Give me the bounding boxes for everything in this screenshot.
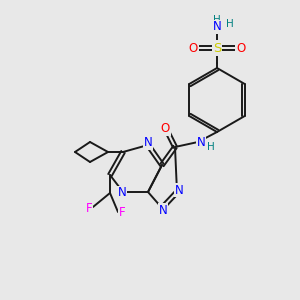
Text: O: O — [188, 41, 198, 55]
Text: H: H — [207, 142, 215, 152]
Text: H: H — [226, 19, 234, 29]
Text: N: N — [213, 20, 221, 34]
Text: H: H — [213, 15, 221, 25]
Text: O: O — [160, 122, 169, 136]
Text: N: N — [118, 187, 126, 200]
Text: N: N — [144, 136, 152, 149]
Text: F: F — [119, 206, 125, 220]
Text: S: S — [213, 41, 221, 55]
Text: N: N — [159, 203, 167, 217]
Text: O: O — [236, 41, 246, 55]
Text: N: N — [196, 136, 206, 148]
Text: F: F — [86, 202, 92, 214]
Text: N: N — [175, 184, 183, 196]
